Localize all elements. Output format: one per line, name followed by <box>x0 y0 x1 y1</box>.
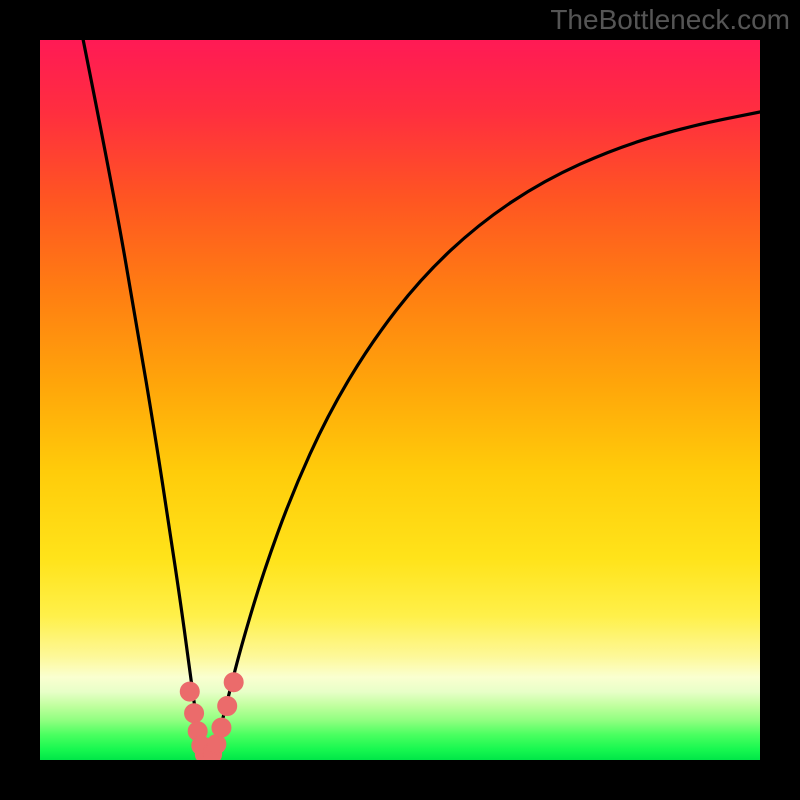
data-marker <box>180 682 199 701</box>
data-marker <box>218 697 237 716</box>
watermark-text: TheBottleneck.com <box>550 4 790 36</box>
canvas: TheBottleneck.com <box>0 0 800 800</box>
data-marker <box>185 704 204 723</box>
plot-area <box>40 40 760 760</box>
data-marker <box>207 735 226 754</box>
data-markers <box>40 40 760 760</box>
data-marker <box>224 673 243 692</box>
data-marker <box>212 718 231 737</box>
